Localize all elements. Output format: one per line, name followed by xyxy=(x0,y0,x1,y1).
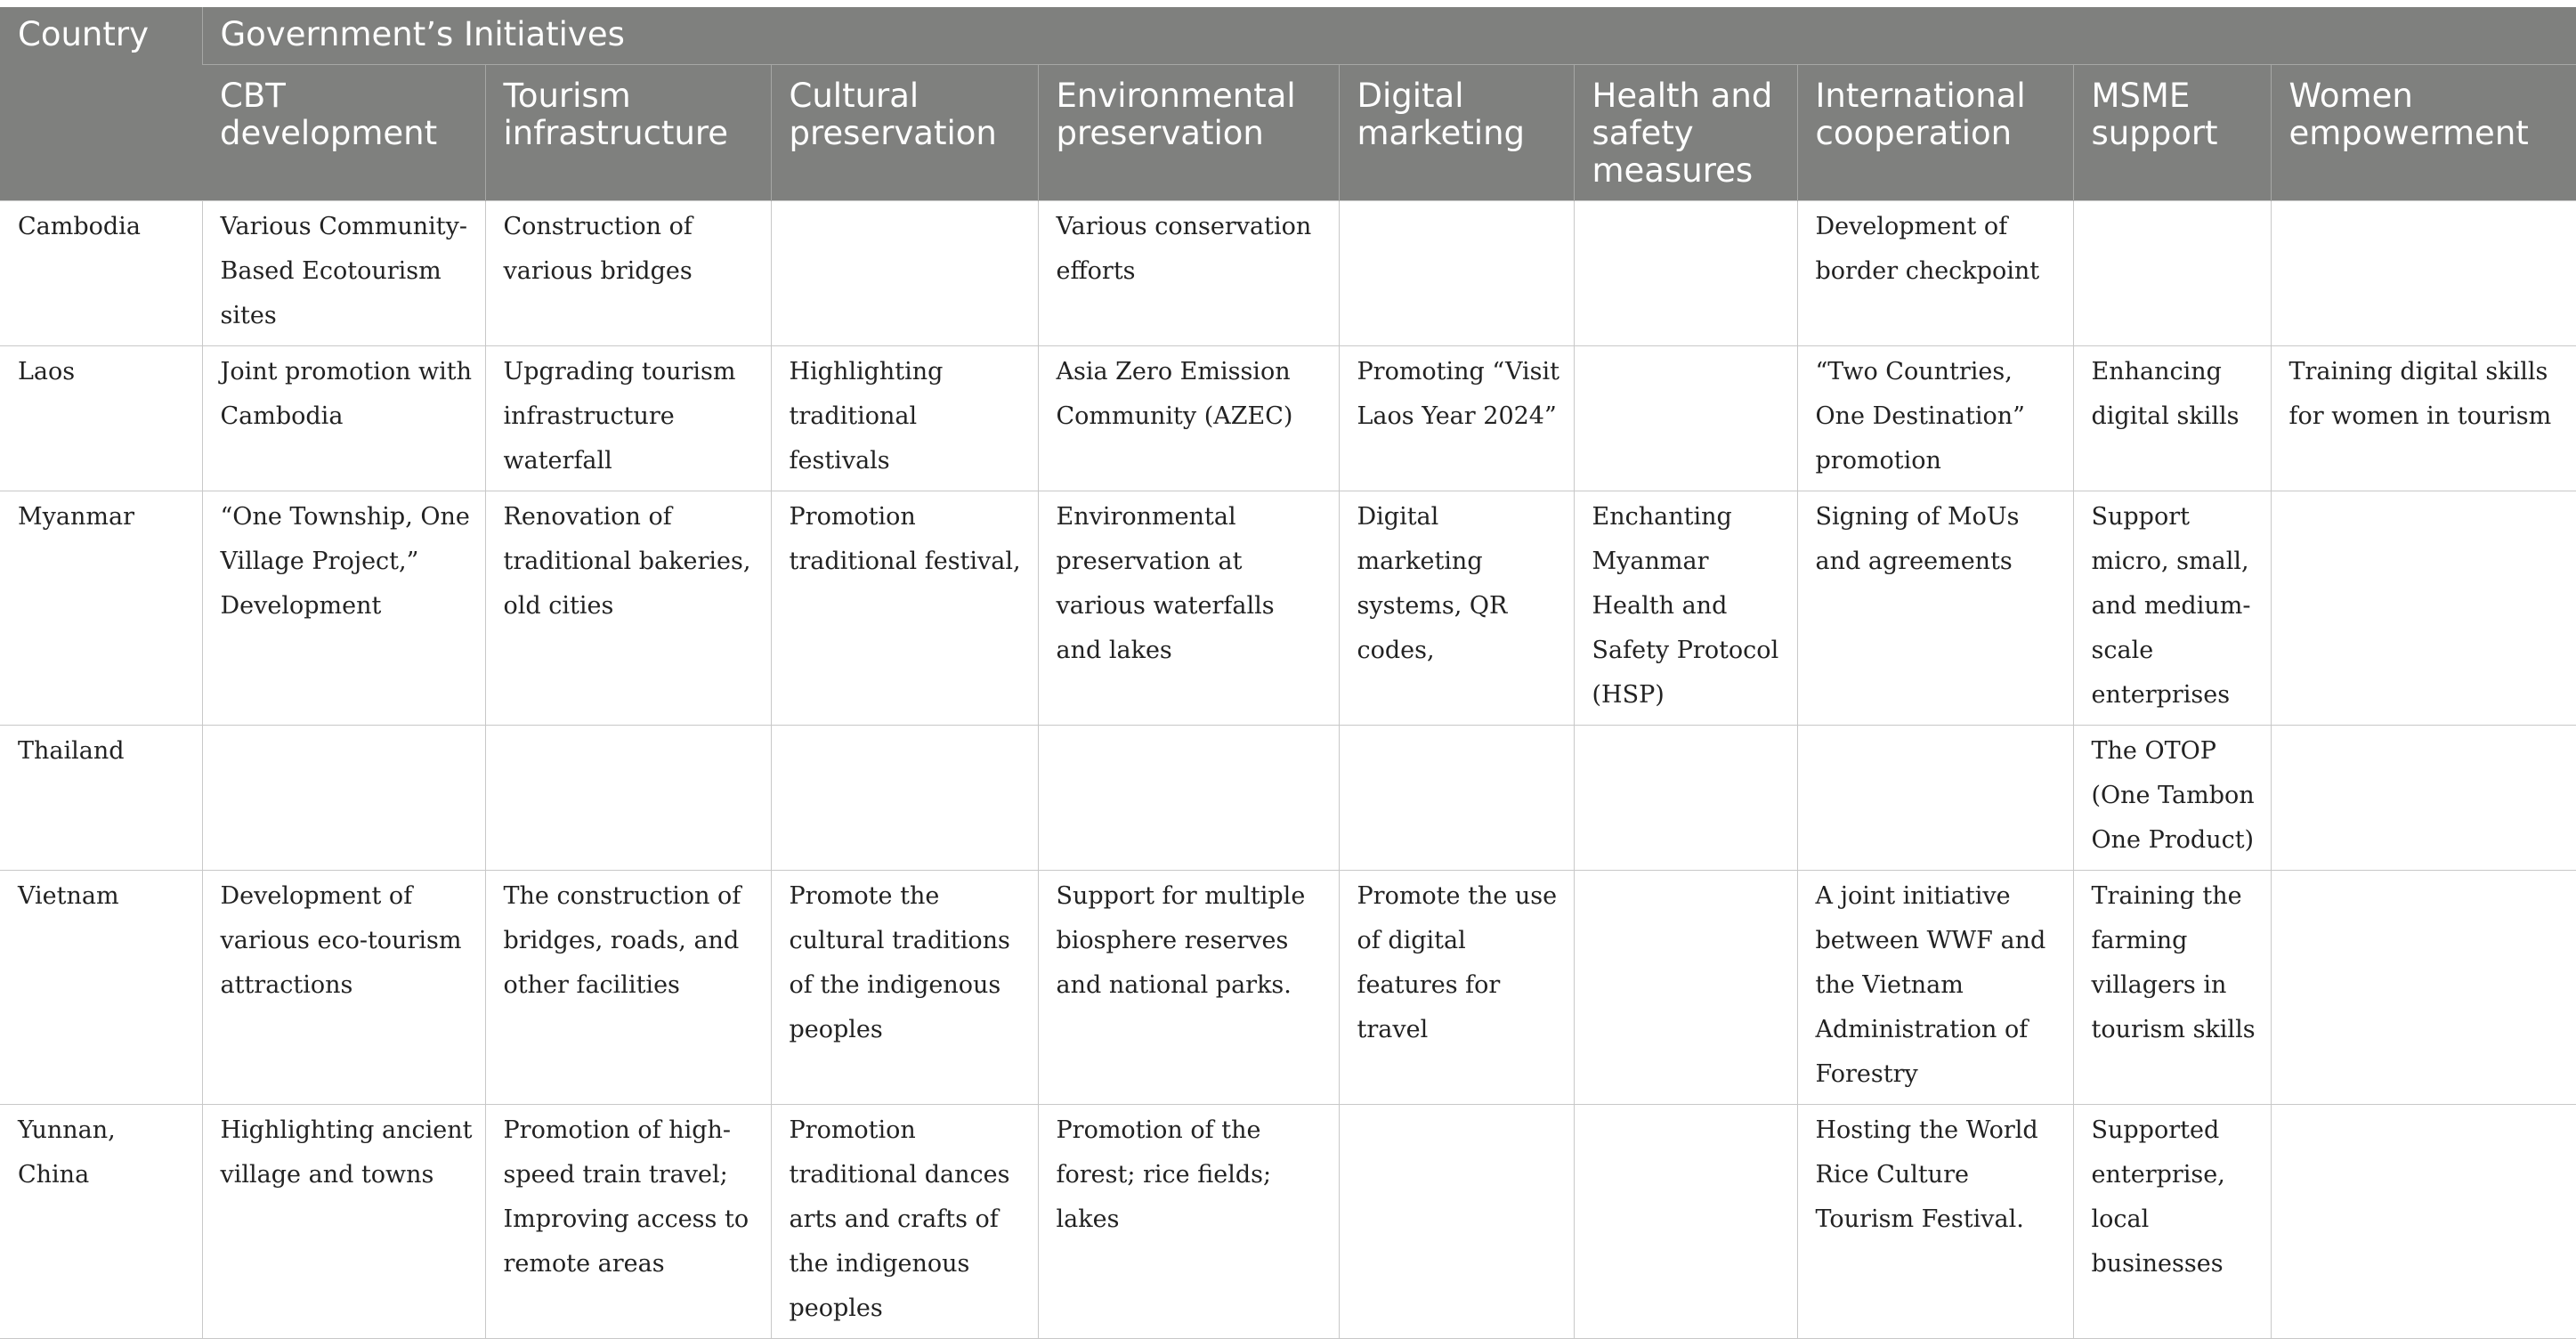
table-cell: Environmental preservation at various wa… xyxy=(1037,491,1340,726)
initiatives-group-header: Government’s Initiatives xyxy=(201,7,2576,65)
table-cell: Enhancing digital skills xyxy=(2072,345,2272,491)
table-cell: Support micro, small, and medium-scale e… xyxy=(2072,491,2272,726)
country-cell: Laos xyxy=(0,345,203,491)
table-cell: The construction of bridges, roads, and … xyxy=(484,870,772,1105)
table-cell: Highlighting ancient village and towns xyxy=(201,1104,486,1339)
table-cell: Support for multiple biosphere reserves … xyxy=(1037,870,1340,1105)
table-cell: Promote the cultural traditions of the i… xyxy=(770,870,1039,1105)
column-header-health-safety: Health and safety measures xyxy=(1573,64,1797,201)
table-cell: Enchanting Myanmar Health and Safety Pro… xyxy=(1573,491,1798,726)
table-body: Cambodia Various Community-Based Ecotour… xyxy=(0,200,2576,1339)
table-cell xyxy=(1573,870,1798,1105)
table-cell xyxy=(2270,200,2576,346)
header-row-columns: CBT development Tourism infrastructure C… xyxy=(0,64,2576,201)
table-cell: Supported enterprise, local businesses xyxy=(2072,1104,2272,1339)
table-cell: A joint initiative between WWF and the V… xyxy=(1796,870,2074,1105)
column-header-international-cooperation: International cooperation xyxy=(1796,64,2073,201)
table-cell: Promoting “Visit Laos Year 2024” xyxy=(1338,345,1575,491)
table-cell: Promotion of the forest; rice fields; la… xyxy=(1037,1104,1340,1339)
table-cell: Construction of various bridges xyxy=(484,200,772,346)
table-cell xyxy=(1573,1104,1798,1339)
table-cell: Promote the use of digital features for … xyxy=(1338,870,1575,1105)
table-row: Yunnan, China Highlighting ancient villa… xyxy=(0,1104,2576,1339)
table-cell: Joint promotion with Cambodia xyxy=(201,345,486,491)
table-cell xyxy=(2072,200,2272,346)
table-cell xyxy=(484,725,772,871)
table-cell xyxy=(2270,725,2576,871)
table-cell xyxy=(2270,1104,2576,1339)
table-cell: “One Township, One Village Project,” Dev… xyxy=(201,491,486,726)
table-cell xyxy=(1338,725,1575,871)
column-header-tourism-infrastructure: Tourism infrastructure xyxy=(484,64,771,201)
table-cell: Hosting the World Rice Culture Tourism F… xyxy=(1796,1104,2074,1339)
column-header-women-empowerment: Women empowerment xyxy=(2270,64,2576,201)
table-cell: Various Community-Based Ecotourism sites xyxy=(201,200,486,346)
table-cell xyxy=(2270,870,2576,1105)
country-cell: Vietnam xyxy=(0,870,203,1105)
country-cell: Yunnan, China xyxy=(0,1104,203,1339)
header-row-top: Country Government’s Initiatives xyxy=(0,7,2576,201)
table-cell xyxy=(1037,725,1340,871)
table-cell: Renovation of traditional bakeries, old … xyxy=(484,491,772,726)
table-cell xyxy=(770,725,1039,871)
table-cell xyxy=(1573,345,1798,491)
table-row: Myanmar “One Township, One Village Proje… xyxy=(0,491,2576,726)
table-cell: Asia Zero Emission Community (AZEC) xyxy=(1037,345,1340,491)
table-cell xyxy=(1338,200,1575,346)
table-cell xyxy=(2270,491,2576,726)
table-cell: “Two Countries, One Destination” promoti… xyxy=(1796,345,2074,491)
table-cell: Training the farming villagers in touris… xyxy=(2072,870,2272,1105)
table-cell: Various conservation efforts xyxy=(1037,200,1340,346)
table-row: Thailand The OTOP (One Tambon One Produc… xyxy=(0,725,2576,871)
table-cell xyxy=(1796,725,2074,871)
table-cell: Training digital skills for women in tou… xyxy=(2270,345,2576,491)
table-cell xyxy=(1338,1104,1575,1339)
country-cell: Thailand xyxy=(0,725,203,871)
table-cell: Promotion of high-speed train travel; Im… xyxy=(484,1104,772,1339)
table-cell: The OTOP (One Tambon One Product) xyxy=(2072,725,2272,871)
table-cell: Signing of MoUs and agreements xyxy=(1796,491,2074,726)
table-cell: Highlighting traditional festivals xyxy=(770,345,1039,491)
table-row: Cambodia Various Community-Based Ecotour… xyxy=(0,200,2576,346)
table-cell: Promotion traditional festival, xyxy=(770,491,1039,726)
table-header: Country Government’s Initiatives CBT dev… xyxy=(0,7,2576,201)
table-cell xyxy=(1573,725,1798,871)
country-cell: Cambodia xyxy=(0,200,203,346)
country-column-header: Country xyxy=(0,7,202,201)
table-cell: Development of various eco-tourism attra… xyxy=(201,870,486,1105)
column-header-msme-support: MSME support xyxy=(2072,64,2271,201)
table-cell: Digital marketing systems, QR codes, xyxy=(1338,491,1575,726)
table-cell: Promotion traditional dances arts and cr… xyxy=(770,1104,1039,1339)
column-header-digital-marketing: Digital marketing xyxy=(1338,64,1574,201)
table-cell: Development of border checkpoint xyxy=(1796,200,2074,346)
table-cell xyxy=(1573,200,1798,346)
table-cell xyxy=(770,200,1039,346)
country-cell: Myanmar xyxy=(0,491,203,726)
table-cell xyxy=(201,725,486,871)
government-initiatives-table: Country Government’s Initiatives CBT dev… xyxy=(0,7,2576,1339)
column-header-cbt-development: CBT development xyxy=(202,64,485,201)
table-row: Laos Joint promotion with Cambodia Upgra… xyxy=(0,345,2576,491)
table-cell: Upgrading tourism infrastructure waterfa… xyxy=(484,345,772,491)
table-row: Vietnam Development of various eco-touri… xyxy=(0,870,2576,1105)
column-header-environmental-preservation: Environmental preservation xyxy=(1037,64,1339,201)
column-header-cultural-preservation: Cultural preservation xyxy=(770,64,1038,201)
